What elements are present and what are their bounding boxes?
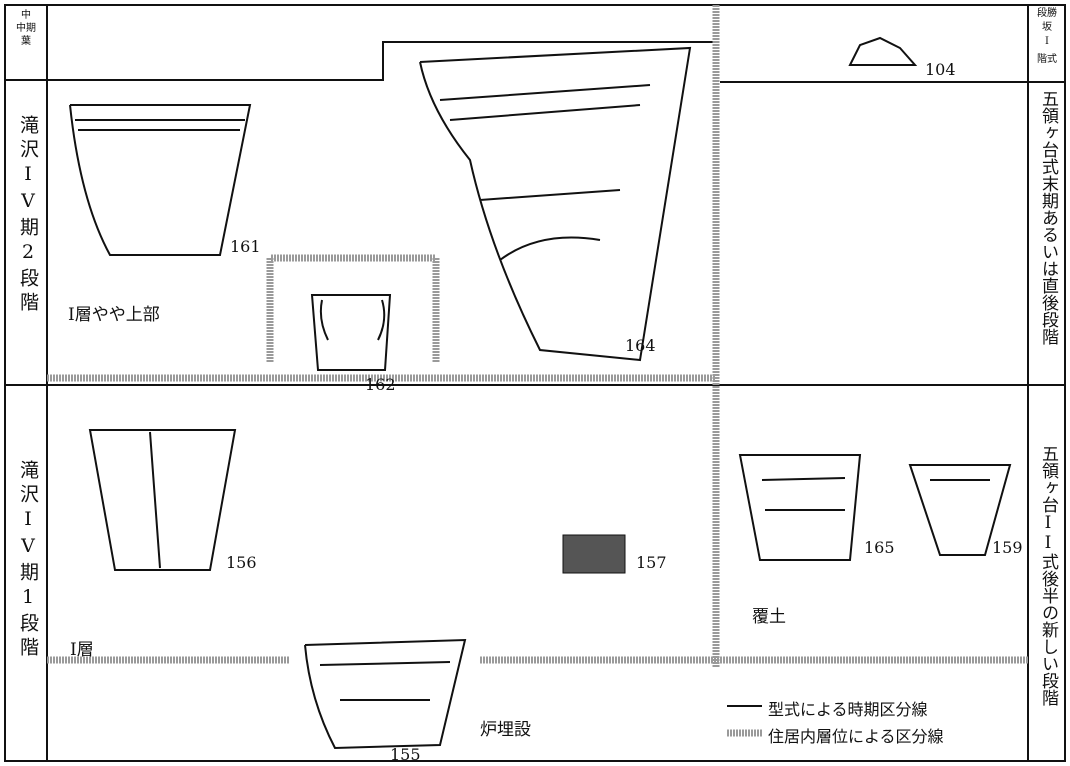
right-header-3: I xyxy=(1045,36,1049,47)
pot-161 xyxy=(69,104,252,256)
layer-label: 炉埋設 xyxy=(480,720,531,740)
lower-period-left: 滝沢IV期1段階 xyxy=(17,460,39,661)
lower-period-right: 五領ヶ台II式後半の新しい段階 xyxy=(1038,445,1058,706)
right-header-2: 坂 xyxy=(1042,22,1052,33)
figure-number: 157 xyxy=(636,553,667,572)
pot-159 xyxy=(908,464,1012,556)
pot-164 xyxy=(419,46,692,362)
border xyxy=(4,4,1066,762)
figure-number: 104 xyxy=(925,60,956,79)
legend-label: 型式による時期区分線 xyxy=(768,700,928,719)
pot-104 xyxy=(848,36,918,66)
figure-number: 165 xyxy=(864,538,895,557)
right-header-4: 階式 xyxy=(1037,54,1057,65)
layer-label: 覆土 xyxy=(752,607,786,627)
pot-155 xyxy=(304,638,467,750)
layer-label: I層 xyxy=(70,640,94,660)
legend-label: 住居内層位による区分線 xyxy=(768,727,944,746)
left-header-1: 中 xyxy=(21,10,31,21)
figure-number: 159 xyxy=(992,538,1023,557)
pot-162 xyxy=(310,294,392,371)
figure-number: 155 xyxy=(390,745,421,764)
layer-label: I層やや上部 xyxy=(68,305,160,325)
upper-period-right: 五領ヶ台式末期あるいは直後段階 xyxy=(1038,90,1058,345)
figure-number: 156 xyxy=(226,553,257,572)
left-header-2: 中期 xyxy=(16,23,36,34)
dotted-box xyxy=(266,254,440,362)
pot-157 xyxy=(562,534,626,574)
right-header-1: 段勝 xyxy=(1037,8,1057,19)
figure-number: 161 xyxy=(230,237,261,256)
step-line xyxy=(5,41,713,81)
figure-number: 162 xyxy=(365,375,396,394)
left-header-3: 葉 xyxy=(21,36,31,47)
figure-number: 164 xyxy=(625,336,656,355)
upper-period-left: 滝沢IV期2段階 xyxy=(17,115,39,316)
pot-165 xyxy=(738,454,862,561)
pot-156 xyxy=(88,429,237,571)
